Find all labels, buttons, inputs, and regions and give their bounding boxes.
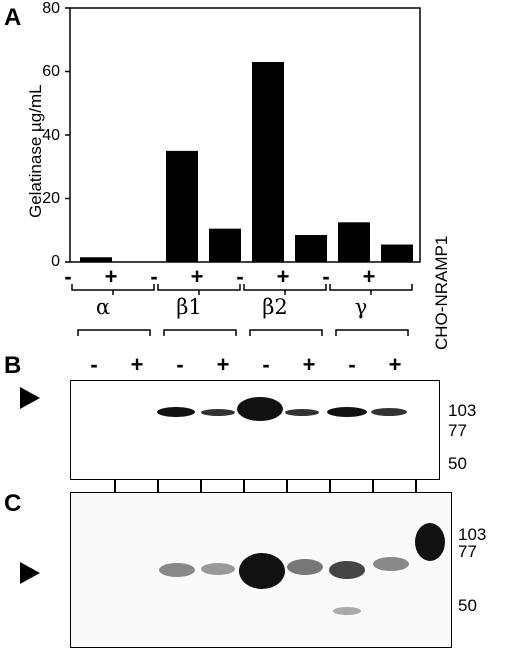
mw-marker: 50 xyxy=(458,596,477,615)
mw-marker: 103 xyxy=(448,401,477,420)
group-label-alpha: α xyxy=(95,295,111,319)
mw-marker: 50 xyxy=(448,454,467,473)
lane-sign: + xyxy=(130,352,144,377)
band xyxy=(159,563,195,577)
panel-label-b: B xyxy=(4,352,22,379)
lane-sign: + xyxy=(388,352,402,377)
lane-divider xyxy=(200,480,202,492)
bar xyxy=(80,257,112,262)
band xyxy=(285,409,319,416)
arrowhead-icon xyxy=(20,562,40,584)
band xyxy=(327,407,367,417)
band xyxy=(239,553,285,589)
bar xyxy=(252,61,284,262)
bar xyxy=(381,244,413,262)
band xyxy=(237,397,283,421)
bar xyxy=(166,150,198,262)
treatment-sign: - xyxy=(150,264,158,289)
lane-divider xyxy=(157,480,159,492)
band xyxy=(201,409,235,416)
control-lane-label: CHO-NRAMP1 xyxy=(432,235,451,350)
lane-sign: + xyxy=(302,352,316,377)
band xyxy=(371,408,407,416)
lane-divider xyxy=(243,480,245,492)
treatment-sign: + xyxy=(104,264,118,289)
lane-divider xyxy=(114,480,116,492)
mw-marker: 77 xyxy=(458,542,477,561)
treatment-sign: + xyxy=(190,264,204,289)
lane-sign: - xyxy=(262,352,270,377)
treatment-sign: - xyxy=(236,264,244,289)
lane-divider xyxy=(372,480,374,492)
lane-sign: + xyxy=(216,352,230,377)
group-label-gamma: γ xyxy=(354,295,368,319)
lane-sign: - xyxy=(348,352,356,377)
band xyxy=(201,563,235,575)
western-blot-b xyxy=(70,380,440,480)
band xyxy=(329,561,365,579)
lane-divider xyxy=(286,480,288,492)
band xyxy=(415,523,445,561)
y-tick-label: 0 xyxy=(51,253,60,270)
arrowhead-icon xyxy=(20,387,40,409)
treatment-sign: - xyxy=(64,264,72,289)
band xyxy=(373,557,409,571)
panel-label-c: C xyxy=(4,490,22,517)
band xyxy=(287,559,323,575)
lane-divider xyxy=(329,480,331,492)
y-tick-label: 60 xyxy=(42,63,60,80)
bar xyxy=(338,222,370,262)
group-bracket xyxy=(163,329,237,336)
lane-sign: - xyxy=(90,352,98,377)
western-blot-c xyxy=(70,492,452,648)
lane-divider xyxy=(415,480,417,492)
treatment-sign: + xyxy=(362,264,376,289)
group-bracket xyxy=(77,329,151,336)
bar xyxy=(209,228,241,262)
band xyxy=(157,407,195,417)
group-label-beta2: β2 xyxy=(262,295,288,319)
group-bracket xyxy=(335,329,409,336)
bar xyxy=(295,235,327,262)
group-bracket xyxy=(249,329,323,336)
y-tick-label: 80 xyxy=(42,0,60,17)
group-label-beta1: β1 xyxy=(176,295,202,319)
y-tick-label: 40 xyxy=(42,127,60,144)
mw-marker: 77 xyxy=(448,421,467,440)
mw-marker: 103 xyxy=(458,525,487,544)
lane-sign: - xyxy=(176,352,184,377)
y-tick-label: 20 xyxy=(42,190,60,207)
band xyxy=(333,607,361,615)
treatment-sign: - xyxy=(322,264,330,289)
panel-label-a: A xyxy=(4,4,22,31)
treatment-sign: + xyxy=(276,264,290,289)
